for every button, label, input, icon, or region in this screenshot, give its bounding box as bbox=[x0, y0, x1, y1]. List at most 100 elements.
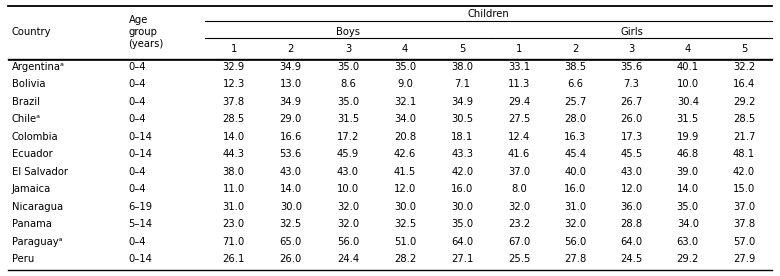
Text: 25.7: 25.7 bbox=[564, 97, 587, 107]
Text: 38.0: 38.0 bbox=[452, 62, 473, 72]
Text: 42.0: 42.0 bbox=[733, 167, 755, 177]
Text: 44.3: 44.3 bbox=[222, 149, 245, 159]
Text: 32.1: 32.1 bbox=[394, 97, 417, 107]
Text: 26.7: 26.7 bbox=[620, 97, 643, 107]
Text: 8.6: 8.6 bbox=[340, 79, 356, 89]
Text: 67.0: 67.0 bbox=[508, 237, 530, 247]
Text: 25.5: 25.5 bbox=[508, 254, 530, 264]
Text: 0–4: 0–4 bbox=[129, 62, 146, 72]
Text: 71.0: 71.0 bbox=[222, 237, 245, 247]
Text: Ecuador: Ecuador bbox=[12, 149, 52, 159]
Text: 12.0: 12.0 bbox=[620, 184, 643, 194]
Text: 0–4: 0–4 bbox=[129, 114, 146, 124]
Text: 0–14: 0–14 bbox=[129, 132, 152, 142]
Text: 34.9: 34.9 bbox=[280, 62, 302, 72]
Text: Argentinaᵃ: Argentinaᵃ bbox=[12, 62, 65, 72]
Text: 0–4: 0–4 bbox=[129, 184, 146, 194]
Text: 27.1: 27.1 bbox=[451, 254, 473, 264]
Text: 5: 5 bbox=[741, 44, 747, 54]
Text: 42.0: 42.0 bbox=[452, 167, 473, 177]
Text: 43.0: 43.0 bbox=[621, 167, 643, 177]
Text: 32.9: 32.9 bbox=[222, 62, 245, 72]
Text: Bolivia: Bolivia bbox=[12, 79, 45, 89]
Text: 23.2: 23.2 bbox=[508, 219, 530, 229]
Text: 30.5: 30.5 bbox=[452, 114, 473, 124]
Text: 24.4: 24.4 bbox=[337, 254, 359, 264]
Text: 42.6: 42.6 bbox=[394, 149, 417, 159]
Text: 43.0: 43.0 bbox=[337, 167, 359, 177]
Text: 34.0: 34.0 bbox=[394, 114, 417, 124]
Text: 65.0: 65.0 bbox=[280, 237, 302, 247]
Text: 9.0: 9.0 bbox=[397, 79, 413, 89]
Text: 30.0: 30.0 bbox=[280, 202, 302, 212]
Text: 37.0: 37.0 bbox=[733, 202, 755, 212]
Text: Girls: Girls bbox=[620, 27, 643, 37]
Text: 3: 3 bbox=[629, 44, 635, 54]
Text: 36.0: 36.0 bbox=[620, 202, 643, 212]
Text: 7.1: 7.1 bbox=[454, 79, 470, 89]
Text: El Salvador: El Salvador bbox=[12, 167, 68, 177]
Text: 32.0: 32.0 bbox=[337, 202, 359, 212]
Text: 64.0: 64.0 bbox=[452, 237, 473, 247]
Text: 4: 4 bbox=[402, 44, 408, 54]
Text: 11.3: 11.3 bbox=[508, 79, 530, 89]
Text: 26.0: 26.0 bbox=[620, 114, 643, 124]
Text: 41.5: 41.5 bbox=[394, 167, 417, 177]
Text: 7.3: 7.3 bbox=[624, 79, 640, 89]
Text: 63.0: 63.0 bbox=[677, 237, 699, 247]
Text: 12.4: 12.4 bbox=[508, 132, 530, 142]
Text: 1: 1 bbox=[230, 44, 237, 54]
Text: 0–4: 0–4 bbox=[129, 167, 146, 177]
Text: 16.3: 16.3 bbox=[564, 132, 587, 142]
Text: 37.8: 37.8 bbox=[733, 219, 755, 229]
Text: 48.1: 48.1 bbox=[733, 149, 755, 159]
Text: 40.1: 40.1 bbox=[677, 62, 699, 72]
Text: 16.6: 16.6 bbox=[279, 132, 302, 142]
Text: 16.0: 16.0 bbox=[564, 184, 587, 194]
Text: 39.0: 39.0 bbox=[677, 167, 699, 177]
Text: 2: 2 bbox=[572, 44, 579, 54]
Text: 29.4: 29.4 bbox=[508, 97, 530, 107]
Text: 51.0: 51.0 bbox=[394, 237, 417, 247]
Text: 28.5: 28.5 bbox=[733, 114, 755, 124]
Text: 11.0: 11.0 bbox=[222, 184, 245, 194]
Text: 13.0: 13.0 bbox=[280, 79, 302, 89]
Text: 30.0: 30.0 bbox=[394, 202, 417, 212]
Text: 30.0: 30.0 bbox=[452, 202, 473, 212]
Text: 24.5: 24.5 bbox=[620, 254, 643, 264]
Text: 12.0: 12.0 bbox=[394, 184, 417, 194]
Text: 35.0: 35.0 bbox=[337, 97, 359, 107]
Text: 29.0: 29.0 bbox=[280, 114, 302, 124]
Text: 0–14: 0–14 bbox=[129, 149, 152, 159]
Text: 29.2: 29.2 bbox=[676, 254, 699, 264]
Text: 31.0: 31.0 bbox=[222, 202, 245, 212]
Text: Peru: Peru bbox=[12, 254, 34, 264]
Text: 38.0: 38.0 bbox=[222, 167, 245, 177]
Text: 37.0: 37.0 bbox=[508, 167, 530, 177]
Text: 29.2: 29.2 bbox=[733, 97, 755, 107]
Text: 32.5: 32.5 bbox=[394, 219, 417, 229]
Text: 32.2: 32.2 bbox=[733, 62, 755, 72]
Text: 32.0: 32.0 bbox=[564, 219, 587, 229]
Text: Boys: Boys bbox=[336, 27, 360, 37]
Text: 53.6: 53.6 bbox=[280, 149, 302, 159]
Text: 31.5: 31.5 bbox=[677, 114, 699, 124]
Text: 27.5: 27.5 bbox=[508, 114, 530, 124]
Text: 19.9: 19.9 bbox=[676, 132, 699, 142]
Text: 14.0: 14.0 bbox=[677, 184, 699, 194]
Text: 40.0: 40.0 bbox=[564, 167, 587, 177]
Text: 28.0: 28.0 bbox=[564, 114, 587, 124]
Text: 27.9: 27.9 bbox=[733, 254, 755, 264]
Text: 14.0: 14.0 bbox=[280, 184, 302, 194]
Text: 3: 3 bbox=[345, 44, 351, 54]
Text: 5: 5 bbox=[459, 44, 466, 54]
Text: 43.0: 43.0 bbox=[280, 167, 302, 177]
Text: Panama: Panama bbox=[12, 219, 51, 229]
Text: 56.0: 56.0 bbox=[337, 237, 359, 247]
Text: 12.3: 12.3 bbox=[222, 79, 245, 89]
Text: 46.8: 46.8 bbox=[677, 149, 699, 159]
Text: 31.0: 31.0 bbox=[564, 202, 587, 212]
Text: 32.0: 32.0 bbox=[508, 202, 530, 212]
Text: 14.0: 14.0 bbox=[222, 132, 245, 142]
Text: 45.9: 45.9 bbox=[337, 149, 359, 159]
